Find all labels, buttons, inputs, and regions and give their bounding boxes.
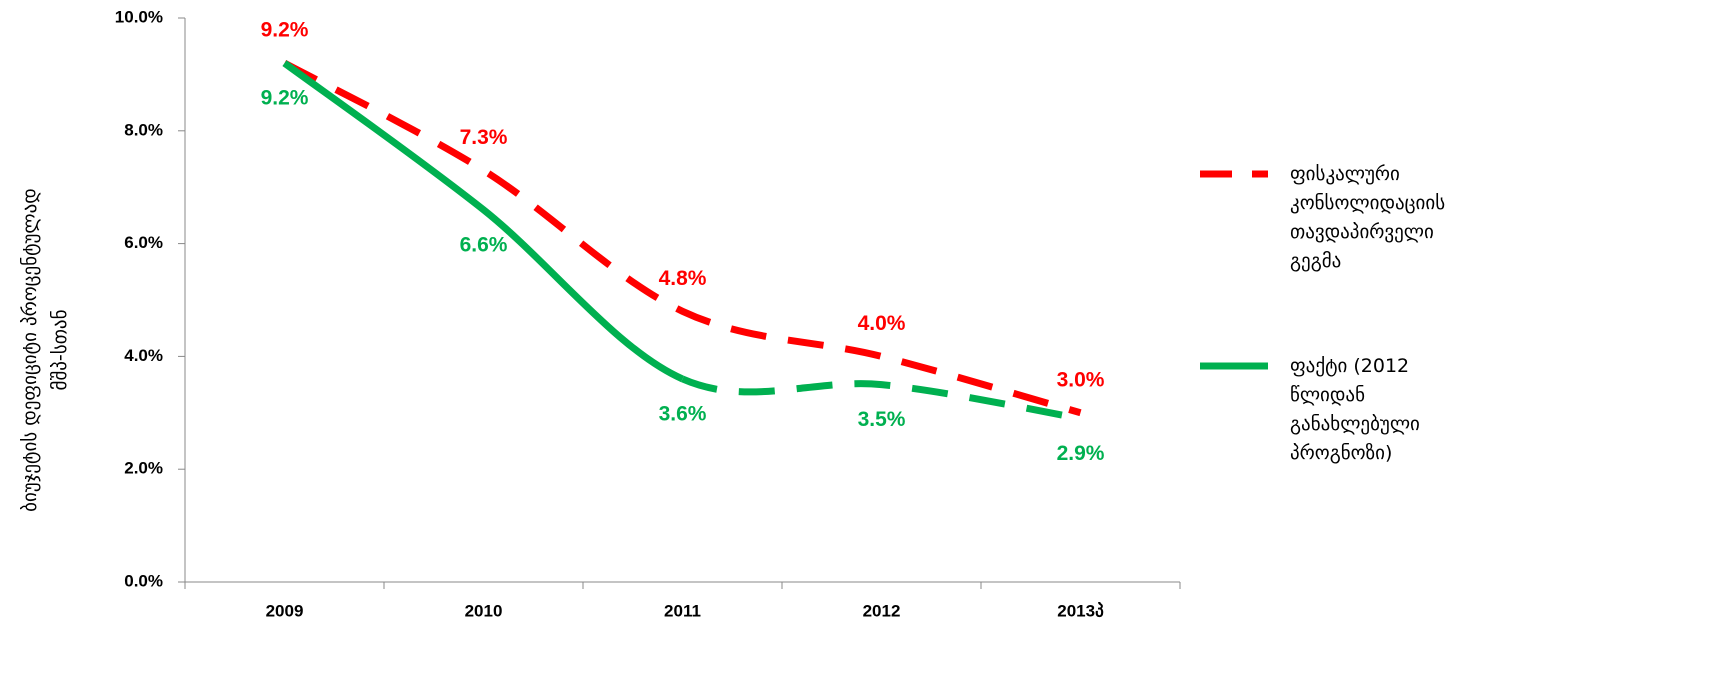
- series-line: [282, 60, 684, 383]
- x-tick-label: 2010: [465, 601, 503, 620]
- data-label: 3.5%: [858, 408, 906, 431]
- y-axis-title-line: ბიუჯეტის დეფიციტი პროცენტულად: [19, 188, 41, 512]
- y-axis-title-line: მშპ-სთან: [49, 310, 71, 391]
- series-line: [282, 60, 1082, 417]
- data-label: 6.6%: [460, 233, 508, 256]
- data-label: 9.2%: [261, 19, 309, 42]
- x-tick-label: 2013პ: [1057, 601, 1104, 620]
- data-label: 4.0%: [858, 312, 906, 335]
- y-tick-label: 0.0%: [124, 571, 163, 590]
- legend-label: ფისკალური კონსოლიდაციის თავდაპირველი გეგ…: [1290, 163, 1446, 272]
- data-label: 4.8%: [659, 267, 707, 290]
- y-axis-title: ბიუჯეტის დეფიციტი პროცენტულად მშპ-სთან: [19, 188, 71, 512]
- data-label: 3.6%: [659, 403, 707, 426]
- data-label: 9.2%: [261, 87, 309, 110]
- data-label: 2.9%: [1057, 442, 1105, 465]
- x-tick-label: 2011: [664, 601, 701, 620]
- legend-label: ფაქტი (2012 წლიდან განახლებული პროგნოზი): [1290, 355, 1420, 464]
- x-tick-label: 2009: [266, 601, 304, 620]
- series-line: [681, 375, 1082, 422]
- data-label: 3.0%: [1057, 368, 1105, 391]
- data-label: 7.3%: [460, 126, 508, 149]
- y-tick-label: 4.0%: [124, 346, 163, 365]
- x-tick-label: 2012: [863, 601, 901, 620]
- y-tick-label: 2.0%: [124, 459, 163, 478]
- y-tick-label: 6.0%: [124, 233, 163, 252]
- y-tick-label: 8.0%: [124, 120, 163, 139]
- y-tick-label: 10.0%: [115, 7, 163, 26]
